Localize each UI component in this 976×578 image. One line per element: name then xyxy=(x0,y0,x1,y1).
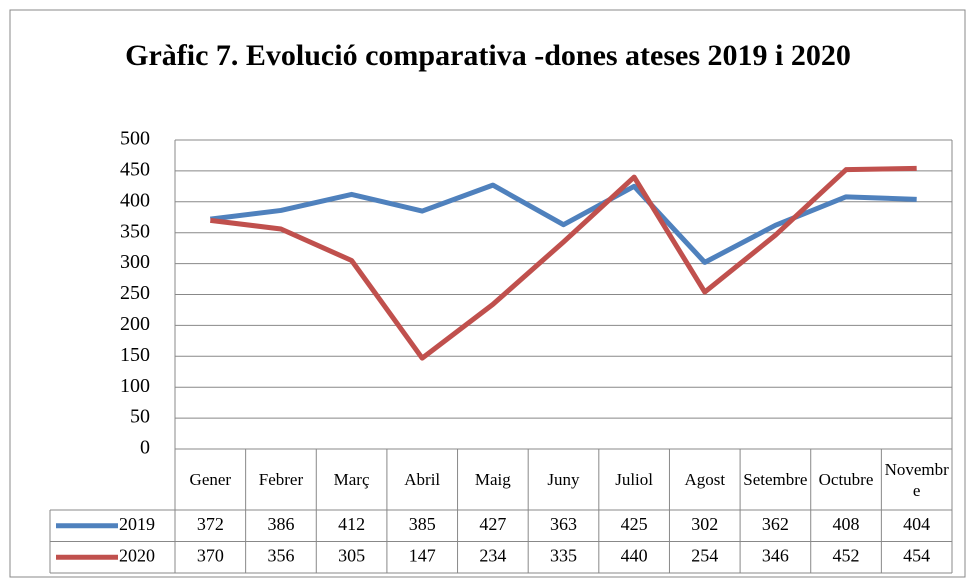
table-value: 408 xyxy=(833,514,860,534)
x-tick-label: Febrer xyxy=(258,470,304,489)
table-value: 370 xyxy=(197,545,224,565)
x-tick-label: Abril xyxy=(404,470,441,489)
table-value: 454 xyxy=(903,545,930,565)
table-value: 386 xyxy=(267,514,294,534)
table-value: 362 xyxy=(762,514,789,534)
chart-border xyxy=(9,9,966,578)
x-tick-label: Agost xyxy=(684,470,726,489)
table-value: 335 xyxy=(550,545,577,565)
y-tick-label: 100 xyxy=(120,375,150,397)
table-value: 385 xyxy=(409,514,436,534)
table-value: 346 xyxy=(762,545,789,565)
legend-label: 2019 xyxy=(119,514,155,534)
table-value: 440 xyxy=(621,545,648,565)
table-value: 404 xyxy=(903,514,930,534)
y-tick-label: 300 xyxy=(120,251,150,273)
y-tick-label: 150 xyxy=(120,344,150,366)
table-value: 356 xyxy=(267,545,294,565)
x-tick-label: Juny xyxy=(547,470,580,489)
x-tick-label: Maig xyxy=(474,470,511,489)
x-tick-label: Gener xyxy=(189,470,232,489)
y-tick-label: 450 xyxy=(120,158,150,180)
x-tick-label: Setembre xyxy=(743,470,808,489)
table-value: 412 xyxy=(338,514,365,534)
table-value: 305 xyxy=(338,545,365,565)
y-tick-label: 200 xyxy=(120,313,150,335)
series-line xyxy=(210,182,917,265)
table-value: 302 xyxy=(691,514,718,534)
table-value: 363 xyxy=(550,514,577,534)
y-tick-label: 250 xyxy=(120,282,150,304)
x-tick-label: Juliol xyxy=(615,470,654,489)
table-value: 234 xyxy=(479,545,506,565)
x-tick-label: Novembre xyxy=(884,459,949,500)
legend-label: 2020 xyxy=(119,545,155,565)
table-value: 425 xyxy=(621,514,648,534)
y-tick-label: 50 xyxy=(130,406,150,428)
table-value: 254 xyxy=(691,545,718,565)
series-line xyxy=(210,165,917,361)
y-tick-label: 0 xyxy=(140,437,150,459)
table-value: 147 xyxy=(409,545,436,565)
table-value: 452 xyxy=(833,545,860,565)
x-tick-label: Octubre xyxy=(818,470,874,489)
x-tick-label: Març xyxy=(333,470,370,489)
chart-title: Gràfic 7. Evolució comparativa -dones at… xyxy=(125,39,851,72)
y-tick-label: 400 xyxy=(120,189,150,211)
table-value: 427 xyxy=(479,514,506,534)
y-tick-label: 350 xyxy=(120,220,150,242)
y-tick-label: 500 xyxy=(120,128,150,150)
table-value: 372 xyxy=(197,514,224,534)
